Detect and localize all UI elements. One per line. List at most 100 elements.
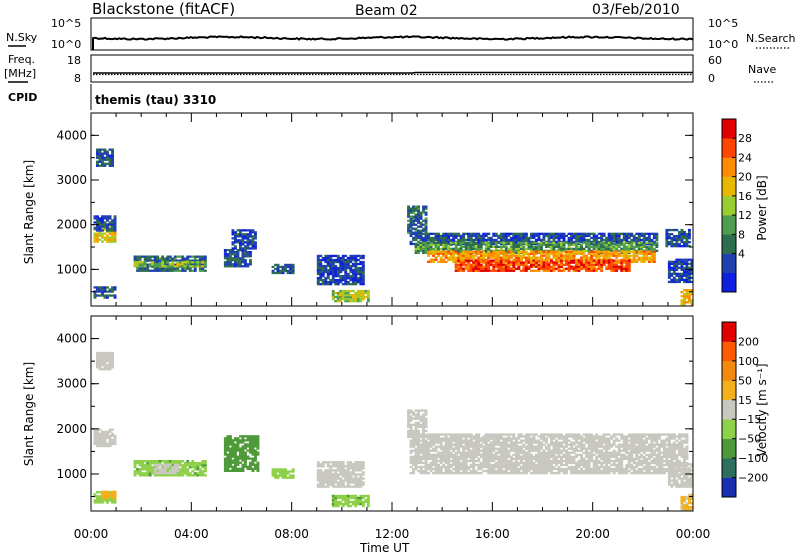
power-cell: [545, 269, 548, 272]
velocity-cell: [341, 504, 345, 508]
velocity-cell: [193, 474, 197, 477]
power-cell: [101, 286, 104, 289]
power-cell: [680, 264, 684, 267]
velocity-cell: [489, 449, 493, 452]
nsky-trace: [92, 35, 694, 50]
velocity-cell: [530, 467, 533, 471]
power-cell: [585, 261, 588, 264]
velocity-cell: [419, 445, 423, 448]
power-cell: [622, 234, 626, 237]
power-cell: [562, 259, 566, 262]
power-cell: [168, 267, 172, 270]
power-cell: [474, 259, 478, 262]
power-cell: [449, 232, 453, 235]
power-cell: [622, 269, 626, 272]
power-cell: [346, 281, 350, 284]
power-cell: [254, 247, 257, 250]
power-cell: [462, 252, 466, 255]
velocity-cell: [103, 358, 107, 361]
velocity-cell: [484, 469, 488, 473]
power-cell: [223, 253, 227, 256]
power-cell: [336, 266, 340, 270]
power-cell: [349, 256, 353, 260]
velocity-cell: [356, 498, 360, 502]
velocity-cell: [321, 465, 325, 468]
power-cell: [590, 241, 594, 244]
power-cell: [354, 262, 358, 266]
velocity-cell: [489, 433, 493, 436]
power-cell: [607, 232, 611, 235]
power-cell: [509, 252, 513, 255]
power-cell: [464, 252, 468, 255]
power-cell: [239, 265, 242, 268]
velocity-cell: [231, 445, 235, 448]
velocity-cell: [519, 439, 523, 442]
power-cell: [590, 245, 594, 248]
velocity-cell: [329, 473, 333, 476]
power-cell: [517, 234, 521, 237]
power-cell: [467, 232, 471, 235]
velocity-cell: [256, 453, 260, 456]
power-cell: [637, 236, 641, 240]
velocity-cell: [424, 441, 428, 444]
power-cell: [577, 261, 581, 264]
velocity-cell: [108, 351, 112, 355]
power-cell: [339, 256, 343, 260]
power-cell: [449, 238, 453, 242]
velocity-cell: [241, 447, 245, 450]
power-cell: [610, 265, 614, 268]
power-cell: [454, 267, 458, 270]
power-cell: [344, 275, 348, 278]
power-cell: [249, 233, 252, 236]
velocity-cell: [474, 441, 478, 444]
velocity-cell: [522, 451, 526, 454]
velocity-cell: [183, 468, 187, 471]
velocity-cell: [477, 433, 481, 436]
power-cell: [590, 265, 594, 268]
power-cell: [532, 236, 536, 240]
power-cell: [459, 265, 463, 268]
power-cell: [567, 236, 571, 240]
power-cell: [645, 250, 649, 253]
power-cell: [509, 261, 513, 264]
power-cell: [507, 261, 511, 264]
velocity-cell: [432, 463, 435, 467]
power-cell: [572, 269, 576, 272]
velocity-cell: [479, 439, 483, 442]
velocity-cell: [103, 368, 107, 371]
velocity-cell: [524, 455, 528, 458]
velocity-cell: [241, 441, 245, 444]
power-cell: [477, 232, 481, 235]
velocity-cell: [256, 439, 260, 442]
power-cell: [344, 298, 348, 301]
power-cell: [499, 234, 503, 237]
velocity-cell: [429, 457, 433, 460]
power-cell: [519, 263, 523, 266]
velocity-cell: [366, 502, 370, 506]
power-cell: [522, 252, 526, 255]
velocity-cell: [346, 500, 350, 504]
power-cell: [339, 270, 343, 274]
velocity-cell: [414, 463, 418, 467]
velocity-cell: [331, 496, 335, 500]
power-cell: [409, 240, 413, 244]
power-cell: [685, 270, 689, 273]
power-cell: [562, 269, 566, 272]
velocity-cell: [229, 463, 232, 466]
power-cell: [600, 265, 604, 268]
power-ytick-label: 1000: [56, 262, 87, 276]
power-cell: [326, 270, 330, 274]
velocity-cell: [341, 498, 345, 502]
velocity-cell: [497, 443, 501, 446]
power-cell: [98, 223, 102, 226]
power-cell: [632, 256, 636, 259]
power-cell: [331, 270, 335, 274]
velocity-cell: [254, 435, 257, 438]
velocity-cell: [504, 445, 508, 448]
velocity-cell: [432, 453, 435, 456]
power-cell: [680, 245, 684, 248]
power-cell: [143, 263, 147, 266]
velocity-cell: [412, 437, 415, 440]
power-cell: [427, 247, 430, 250]
power-cell: [407, 223, 410, 226]
